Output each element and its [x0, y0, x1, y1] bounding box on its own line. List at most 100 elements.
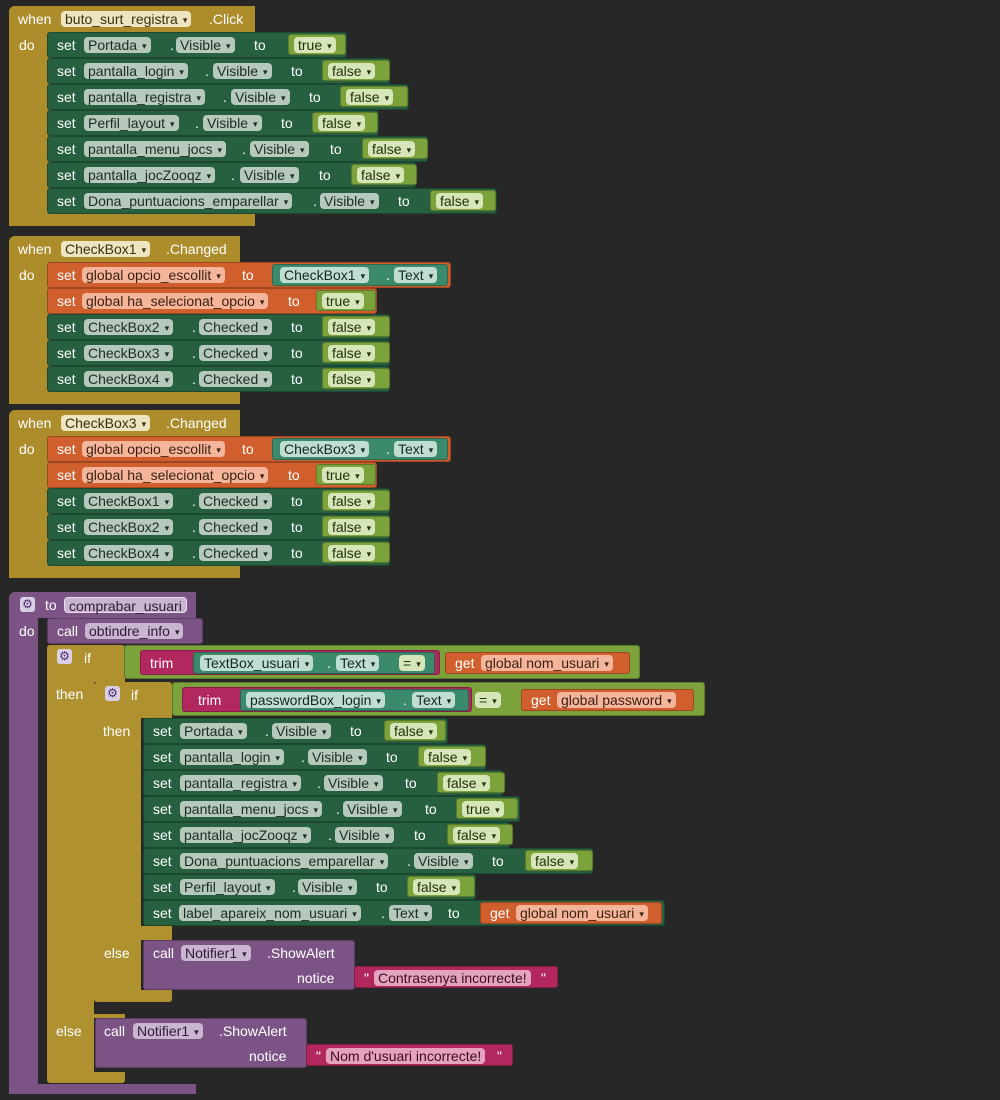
gear-icon[interactable]: ⚙ [105, 686, 120, 701]
global-variable-dropdown[interactable]: global opcio_escollit ▾ [82, 441, 225, 457]
component-dropdown[interactable]: Notifier1 ▾ [181, 945, 251, 961]
gear-icon[interactable]: ⚙ [57, 649, 72, 664]
component-dropdown[interactable]: pantalla_jocZooqz ▾ [84, 167, 216, 183]
global-variable-dropdown[interactable]: global password ▾ [557, 692, 676, 708]
property-dropdown[interactable]: Checked ▾ [199, 371, 272, 387]
property-dropdown[interactable]: Visible ▾ [324, 775, 383, 791]
boolean-dropdown[interactable]: false ▾ [368, 141, 416, 157]
component-dropdown[interactable]: Dona_puntuacions_emparellar ▾ [84, 193, 293, 209]
boolean-dropdown[interactable]: false ▾ [328, 519, 376, 535]
dot-label: . [205, 63, 209, 79]
set-label: set [153, 827, 172, 843]
component-dropdown[interactable]: CheckBox1 ▾ [280, 267, 370, 283]
event-component-dropdown[interactable]: CheckBox3 ▾ [61, 415, 151, 431]
component-dropdown[interactable]: Perfil_layout ▾ [84, 115, 179, 131]
boolean-dropdown[interactable]: false ▾ [453, 827, 501, 843]
component-dropdown[interactable]: CheckBox2 ▾ [84, 519, 174, 535]
component-dropdown[interactable]: pantalla_registra ▾ [84, 89, 206, 105]
component-dropdown[interactable]: Notifier1 ▾ [133, 1023, 203, 1039]
component-dropdown[interactable]: pantalla_menu_jocs ▾ [180, 801, 323, 817]
boolean-dropdown[interactable]: false ▾ [318, 115, 366, 131]
boolean-dropdown[interactable]: false ▾ [328, 371, 376, 387]
property-dropdown[interactable]: Checked ▾ [199, 493, 272, 509]
property-dropdown[interactable]: Text ▾ [336, 655, 380, 671]
boolean-dropdown[interactable]: false ▾ [328, 545, 376, 561]
boolean-dropdown[interactable]: false ▾ [443, 775, 491, 791]
quote-open: " [364, 970, 369, 986]
dot-label: . [223, 89, 227, 105]
property-dropdown[interactable]: Visible ▾ [298, 879, 357, 895]
global-variable-dropdown[interactable]: global nom_usuari ▾ [481, 655, 613, 671]
component-dropdown[interactable]: CheckBox3 ▾ [84, 345, 174, 361]
boolean-dropdown[interactable]: false ▾ [328, 493, 376, 509]
property-dropdown[interactable]: Checked ▾ [199, 319, 272, 335]
component-dropdown[interactable]: pantalla_menu_jocs ▾ [84, 141, 227, 157]
component-dropdown[interactable]: Portada ▾ [84, 37, 151, 53]
to-label: to [398, 193, 410, 209]
procedure-dropdown[interactable]: obtindre_info ▾ [85, 623, 184, 639]
property-dropdown[interactable]: Text ▾ [412, 692, 456, 708]
event-component-dropdown[interactable]: buto_surt_registra ▾ [61, 11, 192, 27]
global-variable-dropdown[interactable]: global opcio_escollit ▾ [82, 267, 225, 283]
boolean-dropdown[interactable]: false ▾ [328, 345, 376, 361]
boolean-dropdown[interactable]: false ▾ [357, 167, 405, 183]
property-dropdown[interactable]: Checked ▾ [199, 345, 272, 361]
boolean-dropdown[interactable]: false ▾ [413, 879, 461, 895]
property-dropdown[interactable]: Visible ▾ [308, 749, 367, 765]
boolean-dropdown[interactable]: false ▾ [531, 853, 579, 869]
component-dropdown[interactable]: passwordBox_login ▾ [246, 692, 385, 708]
text-field[interactable]: Nom d'usuari incorrecte! [326, 1048, 486, 1064]
boolean-dropdown[interactable]: true ▾ [322, 467, 364, 483]
property-dropdown[interactable]: Visible ▾ [320, 193, 379, 209]
boolean-dropdown[interactable]: false ▾ [328, 63, 376, 79]
set-label: set [57, 519, 76, 535]
operator-dropdown[interactable]: = ▾ [475, 692, 501, 708]
global-variable-dropdown[interactable]: global ha_selecionat_opcio ▾ [82, 293, 269, 309]
property-dropdown[interactable]: Visible ▾ [272, 723, 331, 739]
property-dropdown[interactable]: Visible ▾ [250, 141, 309, 157]
boolean-dropdown[interactable]: false ▾ [436, 193, 484, 209]
component-dropdown[interactable]: pantalla_registra ▾ [180, 775, 302, 791]
property-dropdown[interactable]: Text ▾ [394, 267, 438, 283]
component-dropdown[interactable]: Portada ▾ [180, 723, 247, 739]
property-dropdown[interactable]: Visible ▾ [231, 89, 290, 105]
component-dropdown[interactable]: pantalla_jocZooqz ▾ [180, 827, 312, 843]
property-dropdown[interactable]: Visible ▾ [176, 37, 235, 53]
procedure-name-field[interactable]: comprabar_usuari [64, 597, 187, 614]
gear-icon[interactable]: ⚙ [20, 597, 35, 612]
property-dropdown[interactable]: Visible ▾ [240, 167, 299, 183]
boolean-dropdown[interactable]: true ▾ [322, 293, 364, 309]
property-dropdown[interactable]: Visible ▾ [213, 63, 272, 79]
to-label: to [288, 467, 300, 483]
global-variable-dropdown[interactable]: global ha_selecionat_opcio ▾ [82, 467, 269, 483]
property-dropdown[interactable]: Visible ▾ [343, 801, 402, 817]
component-dropdown[interactable]: CheckBox2 ▾ [84, 319, 174, 335]
property-dropdown[interactable]: Visible ▾ [414, 853, 473, 869]
component-dropdown[interactable]: label_apareix_nom_usuari ▾ [179, 905, 361, 921]
component-dropdown[interactable]: Dona_puntuacions_emparellar ▾ [180, 853, 389, 869]
boolean-dropdown[interactable]: false ▾ [390, 723, 438, 739]
component-dropdown[interactable]: CheckBox4 ▾ [84, 545, 174, 561]
boolean-dropdown[interactable]: true ▾ [462, 801, 504, 817]
component-dropdown[interactable]: Perfil_layout ▾ [180, 879, 275, 895]
event-component-dropdown[interactable]: CheckBox1 ▾ [61, 241, 151, 257]
text-field[interactable]: Contrasenya incorrecte! [374, 970, 531, 986]
component-dropdown[interactable]: pantalla_login ▾ [180, 749, 284, 765]
property-dropdown[interactable]: Visible ▾ [203, 115, 262, 131]
component-dropdown[interactable]: pantalla_login ▾ [84, 63, 188, 79]
property-dropdown[interactable]: Text ▾ [394, 441, 438, 457]
component-dropdown[interactable]: CheckBox1 ▾ [84, 493, 174, 509]
operator-dropdown[interactable]: = ▾ [399, 655, 425, 671]
property-dropdown[interactable]: Checked ▾ [199, 519, 272, 535]
boolean-dropdown[interactable]: false ▾ [424, 749, 472, 765]
property-dropdown[interactable]: Text ▾ [389, 905, 433, 921]
boolean-dropdown[interactable]: false ▾ [346, 89, 394, 105]
boolean-dropdown[interactable]: false ▾ [328, 319, 376, 335]
boolean-dropdown[interactable]: true ▾ [294, 37, 336, 53]
global-variable-dropdown[interactable]: global nom_usuari ▾ [516, 905, 648, 921]
component-dropdown[interactable]: CheckBox4 ▾ [84, 371, 174, 387]
property-dropdown[interactable]: Visible ▾ [335, 827, 394, 843]
component-dropdown[interactable]: CheckBox3 ▾ [280, 441, 370, 457]
component-dropdown[interactable]: TextBox_usuari ▾ [200, 655, 314, 671]
property-dropdown[interactable]: Checked ▾ [199, 545, 272, 561]
